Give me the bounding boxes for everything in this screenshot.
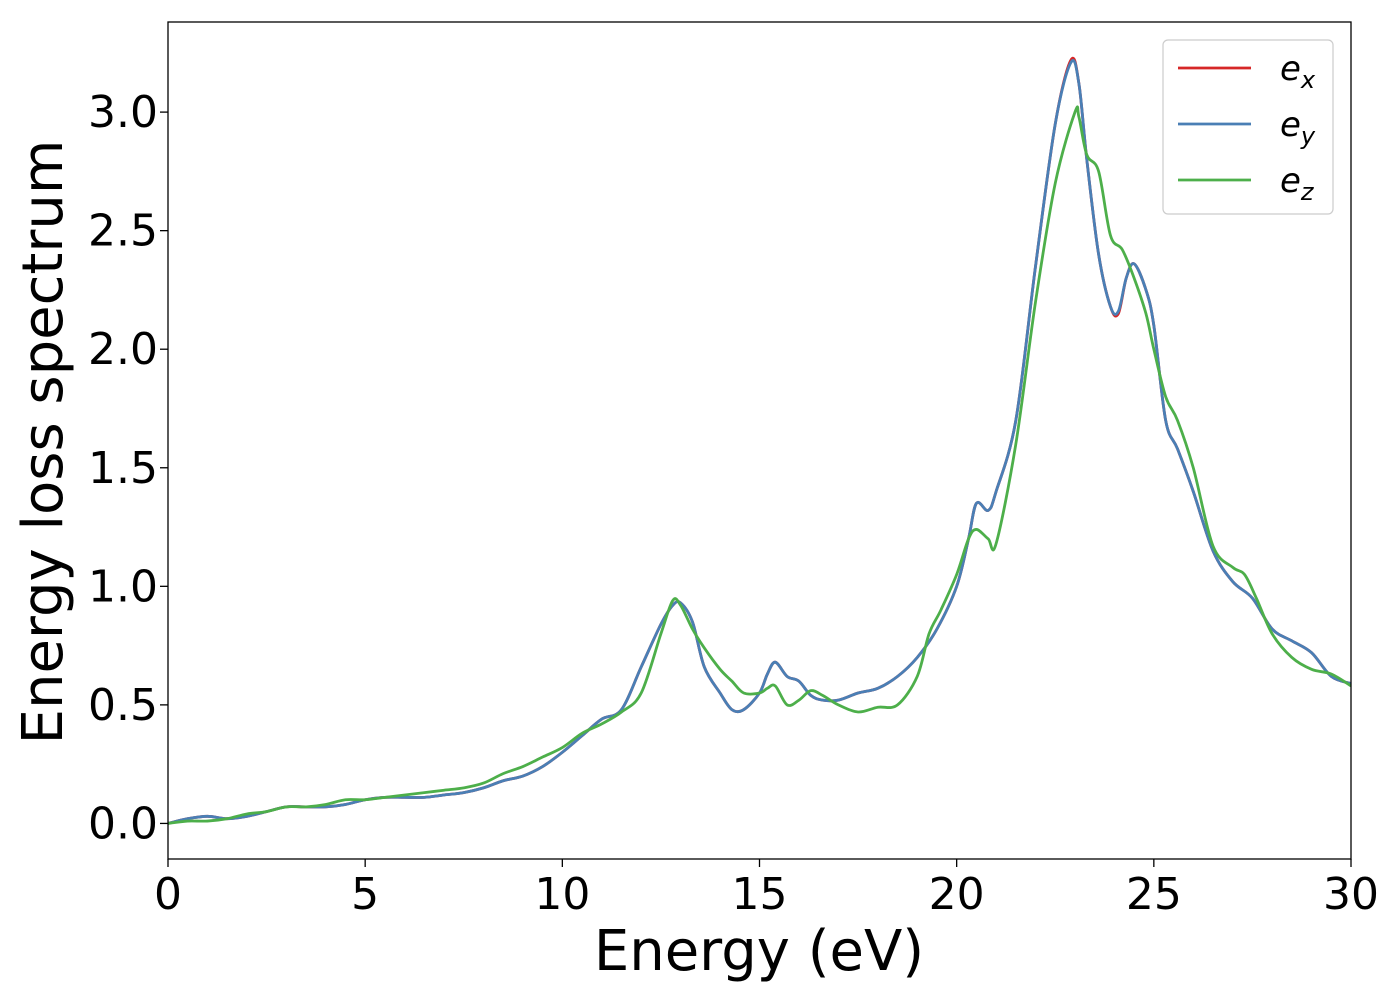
- y-axis-title: Energy loss spectrum: [11, 140, 76, 745]
- legend: ex ey ez: [1162, 39, 1334, 215]
- y-tick-label: 0.0: [88, 798, 158, 849]
- x-tick-label: 10: [534, 869, 590, 920]
- y-tick-label: 2.5: [88, 206, 158, 257]
- y-tick-label: 1.5: [88, 443, 158, 494]
- x-tick-label: 0: [154, 869, 182, 920]
- x-tick-label: 25: [1126, 869, 1182, 920]
- legend-label-ez: ez: [1280, 161, 1315, 206]
- y-tick-label: 1.0: [88, 561, 158, 612]
- y-tick-label: 3.0: [88, 87, 158, 138]
- legend-label-ey: ey: [1280, 105, 1316, 150]
- x-tick-label: 15: [732, 869, 788, 920]
- series-line-ey: [168, 59, 1351, 825]
- series-line-ez: [168, 105, 1351, 825]
- x-axis-title: Energy (eV): [594, 919, 924, 984]
- x-tick-label: 20: [929, 869, 985, 920]
- x-tick-label: 30: [1323, 869, 1379, 920]
- y-axis: 0.0 0.5 1.0 1.5 2.0 2.5 3.0: [88, 87, 168, 849]
- legend-label-ex: ex: [1280, 49, 1316, 94]
- x-axis: 0 5 10 15 20 25 30: [154, 859, 1379, 920]
- y-tick-label: 0.5: [88, 680, 158, 731]
- x-tick-label: 5: [351, 869, 379, 920]
- legend-box: [1162, 39, 1334, 215]
- y-tick-label: 2.0: [88, 324, 158, 375]
